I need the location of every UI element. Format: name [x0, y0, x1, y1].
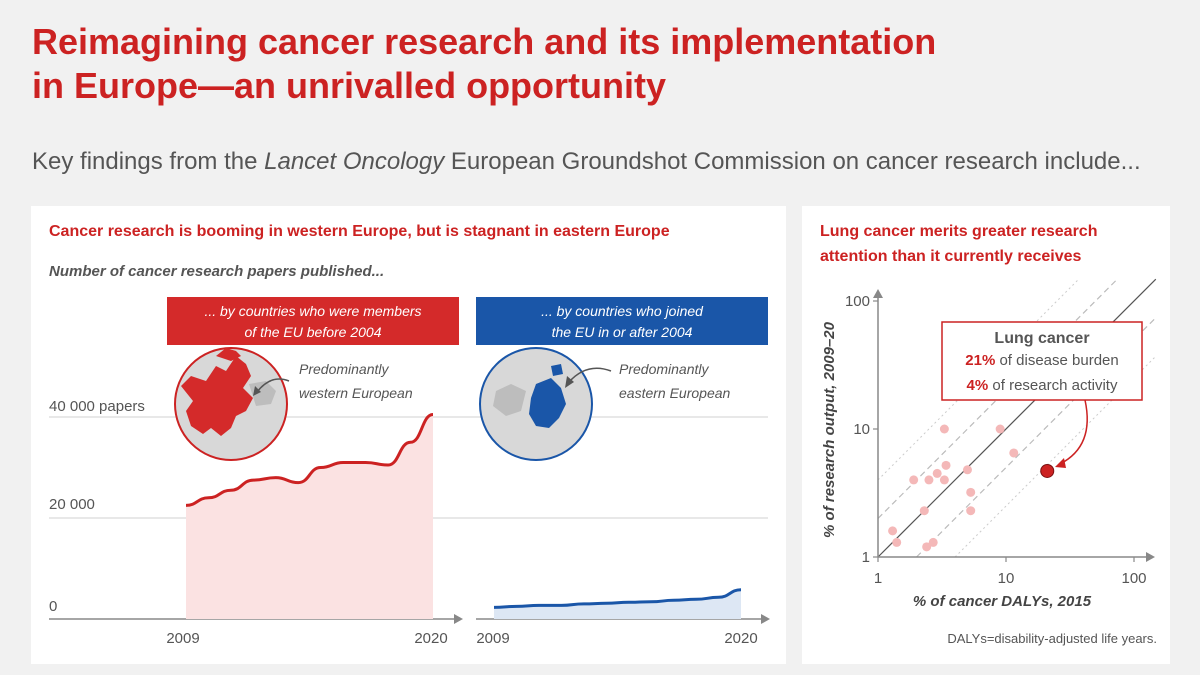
subtitle-suffix: European Groundshot Commission on cancer… — [444, 148, 1141, 175]
x-tick-label: 10 — [998, 570, 1015, 587]
east-banner-line-2: the EU in or after 2004 — [552, 324, 693, 340]
east-x-tick-start: 2009 — [476, 630, 509, 647]
page-subtitle: Key findings from the Lancet Oncology Eu… — [32, 148, 1141, 176]
scatter-point — [909, 475, 919, 485]
callout-burden-value: 21% — [965, 352, 995, 369]
west-x-tick-end: 2020 — [414, 630, 447, 647]
scatter-x-axis-title: % of cancer DALYs, 2015 — [913, 593, 1092, 610]
papers-panel-heading: Cancer research is booming in western Eu… — [49, 223, 670, 240]
east-area-fill — [494, 589, 741, 619]
scatter-point — [1009, 448, 1019, 458]
lung-panel-heading-line-1: Lung cancer merits greater research — [820, 223, 1097, 240]
x-tick-label: 100 — [1121, 570, 1146, 587]
east-map-pointer-arrow-icon — [565, 376, 574, 388]
scatter-point — [941, 460, 951, 470]
y-tick-label: 40 000 papers — [49, 398, 145, 415]
y-tick-label: 10 — [853, 421, 870, 438]
lung-cancer-point — [1040, 463, 1055, 478]
papers-chart: Cancer research is booming in western Eu… — [49, 223, 770, 647]
west-area-fill — [186, 414, 433, 619]
west-series-line — [185, 413, 434, 507]
title-line-2: in Europe—an unrivalled opportunity — [32, 64, 667, 106]
papers-panel: Cancer research is booming in western Eu… — [31, 206, 786, 664]
east-series-line — [493, 588, 742, 609]
callout-research-text: of research activity — [988, 377, 1118, 394]
scatter-point — [924, 475, 934, 485]
west-banner — [167, 297, 459, 345]
callout-research-value: 4% — [967, 377, 989, 394]
west-map-label-line-2: western European — [299, 385, 413, 401]
axis-ticks: 11 10 10 100 100 — [845, 293, 1147, 587]
x-axis-arrow-icon — [1146, 552, 1155, 562]
y-tick-label: 1 — [862, 549, 870, 566]
parity-line — [877, 278, 1157, 558]
y-tick-label: 100 — [845, 293, 870, 310]
west-banner-line-1: ... by countries who were members — [204, 303, 421, 319]
callout-pointer — [1059, 399, 1088, 465]
europe-map-west-icon — [174, 347, 288, 461]
east-banner — [476, 297, 768, 345]
callout-line-1: 21% of disease burden — [965, 352, 1118, 369]
scatter-point — [919, 506, 929, 516]
scatter-point — [939, 424, 949, 434]
page-title: Reimagining cancer research and its impl… — [32, 20, 1032, 108]
scatter-point — [892, 537, 902, 547]
papers-y-axis-title: Number of cancer research papers publish… — [49, 263, 384, 280]
scatter-points — [888, 424, 1055, 552]
east-x-tick-end: 2020 — [724, 630, 757, 647]
lung-cancer-panel: Lung cancer merits greater research atte… — [802, 206, 1170, 664]
scatter-point — [995, 424, 1005, 434]
dashed-guide-line — [877, 278, 1118, 519]
x-tick-label: 1 — [874, 570, 882, 587]
scatter-point — [928, 537, 938, 547]
west-map-pointer-arrow-icon — [253, 386, 261, 396]
subtitle-prefix: Key findings from the — [32, 148, 265, 175]
scatter-point — [962, 465, 972, 475]
scatter-point — [966, 506, 976, 516]
scatter-point — [922, 542, 932, 552]
y-tick-label: 20 000 — [49, 496, 95, 513]
east-map-label-line-1: Predominantly — [619, 361, 709, 377]
y-tick-label: 0 — [49, 598, 57, 615]
west-map-pointer — [256, 378, 290, 393]
east-x-axis-arrow-icon — [761, 614, 770, 624]
callout-pointer-arrow-icon — [1055, 458, 1066, 468]
scatter-point — [888, 526, 898, 536]
scatter-y-axis-title: % of research output, 2009–20 — [821, 321, 838, 538]
y-axis-arrow-icon — [873, 289, 883, 298]
west-x-axis-arrow-icon — [454, 614, 463, 624]
callout-title: Lung cancer — [994, 330, 1089, 347]
scatter-point — [939, 475, 949, 485]
title-line-1: Reimagining cancer research and its impl… — [32, 21, 937, 62]
scatter-point — [966, 487, 976, 497]
scatter-point — [932, 468, 942, 478]
subtitle-journal: Lancet Oncology — [264, 148, 445, 175]
lung-cancer-chart: Lung cancer merits greater research atte… — [820, 223, 1157, 646]
daly-footnote: DALYs=disability-adjusted life years. — [947, 631, 1157, 646]
east-banner-line-1: ... by countries who joined — [541, 303, 704, 319]
callout-line-2: 4% of research activity — [967, 377, 1118, 394]
lung-panel-heading-line-2: attention than it currently receives — [820, 248, 1082, 265]
west-x-tick-start: 2009 — [166, 630, 199, 647]
lung-cancer-callout — [941, 321, 1143, 401]
west-banner-line-2: of the EU before 2004 — [245, 324, 382, 340]
west-map-label-line-1: Predominantly — [299, 361, 389, 377]
europe-map-east-icon — [479, 347, 593, 461]
east-map-label-line-2: eastern European — [619, 385, 731, 401]
callout-burden-text: of disease burden — [995, 352, 1118, 369]
east-map-pointer — [568, 367, 612, 383]
reference-lines — [877, 278, 1157, 558]
